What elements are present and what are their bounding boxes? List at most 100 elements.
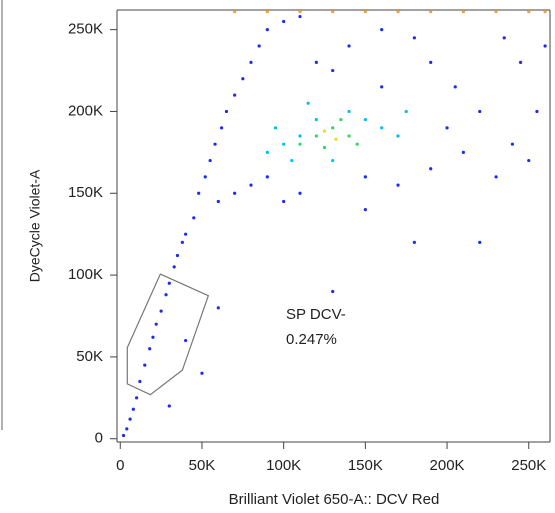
x-tick-label: 50K [189, 457, 216, 474]
event-dot [138, 379, 142, 384]
y-tick-label: 100K [68, 266, 103, 283]
event-dot [167, 281, 171, 285]
event-dot [213, 142, 217, 146]
event-dot [219, 126, 224, 130]
event-dot [527, 10, 531, 14]
event-dot [135, 396, 139, 400]
event-dot [331, 158, 335, 163]
event-dot [412, 240, 416, 244]
event-dot [339, 118, 343, 122]
event-dot [273, 126, 278, 130]
event-dot [257, 44, 261, 48]
event-dot [265, 175, 269, 179]
event-dot [306, 101, 310, 105]
x-tick-label: 150K [348, 457, 383, 474]
event-dot [216, 199, 220, 204]
event-dot [347, 109, 351, 114]
event-dot [167, 404, 171, 408]
event-dot [478, 240, 482, 244]
x-tick-label: 200K [430, 457, 465, 474]
event-dot [502, 36, 506, 40]
event-dot [404, 109, 408, 114]
event-dot [249, 183, 253, 187]
event-dot [347, 44, 351, 48]
y-tick-label: 50K [76, 348, 103, 365]
event-dot [347, 134, 351, 138]
event-dot [429, 10, 433, 14]
event-dot [172, 265, 176, 269]
event-dot [241, 77, 245, 81]
event-dot [184, 338, 188, 343]
event-dot [396, 183, 400, 187]
event-dot [314, 60, 318, 64]
x-axis-label: Brilliant Violet 650-A:: DCV Red [229, 491, 440, 508]
event-dot [355, 142, 359, 146]
y-tick-label: 150K [68, 184, 103, 201]
y-tick-label: 250K [68, 21, 103, 38]
event-dot [396, 10, 400, 14]
event-dot [224, 109, 229, 114]
event-dot [290, 158, 294, 163]
event-dot [363, 175, 367, 179]
event-dot [249, 60, 253, 64]
event-dot [233, 191, 237, 195]
event-dot [164, 293, 168, 297]
event-dot [298, 134, 302, 138]
event-dot [334, 137, 338, 141]
event-dot [510, 142, 515, 146]
event-dot [314, 134, 318, 138]
event-dot [518, 60, 523, 64]
event-dot [461, 10, 465, 14]
event-dot [331, 126, 335, 130]
event-dot [159, 309, 163, 313]
event-dot [184, 232, 188, 236]
event-dot [125, 427, 129, 431]
event-dot [478, 109, 482, 114]
event-dot [380, 28, 384, 32]
event-dot [151, 335, 155, 339]
y-tick-label: 200K [68, 102, 103, 119]
event-dot [331, 10, 335, 14]
x-tick-label: 250K [511, 457, 546, 474]
event-dot [148, 347, 152, 351]
event-dot [131, 407, 135, 411]
event-dot [535, 109, 539, 114]
event-dot [298, 10, 302, 14]
event-dot [412, 36, 416, 40]
event-dot [380, 85, 384, 89]
event-dot [380, 126, 384, 130]
y-axis-label: DyeCycle Violet-A [27, 169, 43, 282]
event-dot [265, 10, 269, 14]
event-dot [154, 322, 158, 326]
event-dot [208, 158, 212, 163]
event-dot [363, 10, 367, 14]
event-dot [143, 363, 147, 367]
gate [126, 273, 210, 396]
event-dot [180, 240, 184, 244]
event-dot [396, 134, 400, 138]
event-dot [322, 145, 327, 150]
event-dot [197, 191, 201, 195]
event-dot [543, 10, 547, 14]
event-dot [363, 118, 367, 122]
event-dot [461, 150, 465, 154]
event-dot [453, 85, 457, 89]
event-dot [494, 175, 498, 179]
event-dot [322, 129, 327, 133]
gate-name: SP DCV- [286, 306, 346, 323]
event-dot [265, 28, 269, 32]
x-tick-label: 0 [116, 457, 124, 474]
event-dot [128, 417, 132, 421]
event-dot [200, 371, 204, 375]
y-tick-label: 0 [95, 430, 103, 447]
event-dot [331, 68, 335, 73]
event-dot [363, 208, 367, 212]
event-dot [331, 289, 335, 294]
event-dot [445, 126, 449, 130]
event-dot [429, 167, 433, 171]
event-dot [314, 118, 318, 122]
event-dot [298, 14, 302, 19]
event-dot [494, 10, 498, 14]
event-dot [121, 433, 126, 438]
